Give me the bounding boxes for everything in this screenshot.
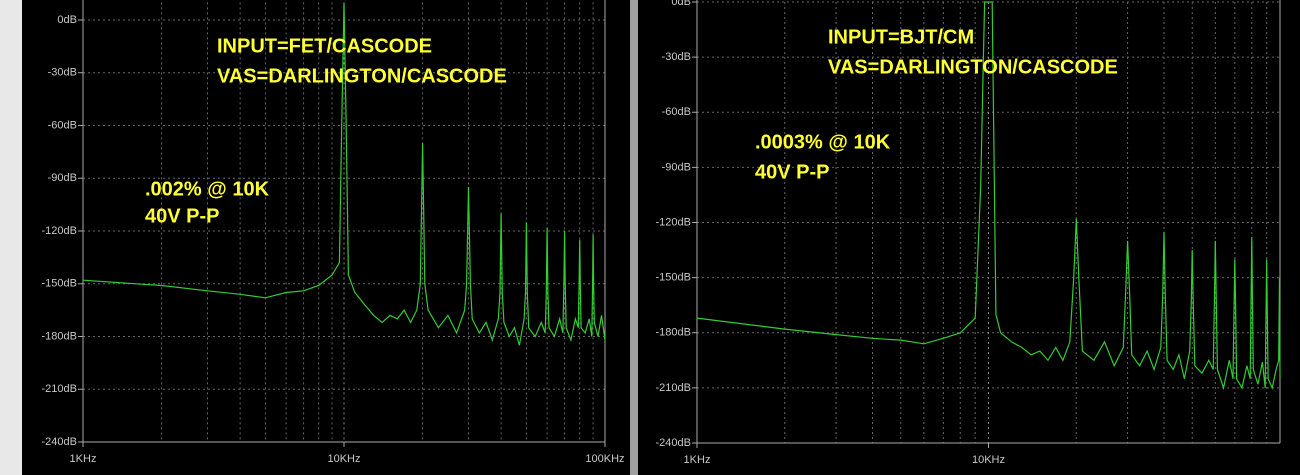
splitter	[630, 0, 638, 475]
annotation: INPUT=FET/CASCODE	[217, 35, 432, 57]
y-tick-label: -120dB	[42, 225, 77, 237]
y-tick-label: -240dB	[42, 436, 77, 448]
x-tick-label: 10KHz	[972, 454, 1005, 466]
annotation: INPUT=BJT/CM	[828, 26, 974, 48]
y-tick-label: 0dB	[671, 0, 691, 8]
y-tick-label: -90dB	[48, 172, 77, 184]
y-tick-label: -30dB	[662, 51, 691, 63]
y-tick-label: -120dB	[656, 216, 691, 228]
annotation: VAS=DARLINGTON/CASCODE	[828, 56, 1118, 78]
x-tick-label: 100KHz	[585, 453, 624, 465]
y-tick-label: -240dB	[656, 437, 691, 449]
y-tick-label: -90dB	[662, 161, 691, 173]
y-tick-label: -60dB	[662, 106, 691, 118]
y-tick-label: -30dB	[48, 67, 77, 79]
annotation: 40V P-P	[145, 205, 219, 227]
x-tick-label: 1KHz	[70, 453, 97, 465]
annotation: .002% @ 10K	[145, 178, 270, 200]
spectrum-line	[696, 1, 1281, 391]
right-panel	[638, 0, 1300, 475]
spectrum-line	[82, 2, 606, 346]
x-tick-label: 1KHz	[684, 454, 711, 466]
y-tick-label: -60dB	[48, 119, 77, 131]
y-tick-label: -150dB	[656, 272, 691, 284]
y-tick-label: -180dB	[656, 327, 691, 339]
x-tick-label: 10KHz	[327, 453, 360, 465]
y-tick-label: -150dB	[42, 278, 77, 290]
y-tick-label: -210dB	[42, 383, 77, 395]
y-tick-label: -180dB	[42, 330, 77, 342]
left-panel	[22, 0, 630, 475]
annotation: VAS=DARLINGTON/CASCODE	[217, 65, 507, 87]
y-tick-label: 0dB	[57, 14, 77, 26]
annotation: .0003% @ 10K	[755, 131, 891, 153]
annotation: 40V P-P	[755, 161, 829, 183]
y-tick-label: -210dB	[656, 382, 691, 394]
